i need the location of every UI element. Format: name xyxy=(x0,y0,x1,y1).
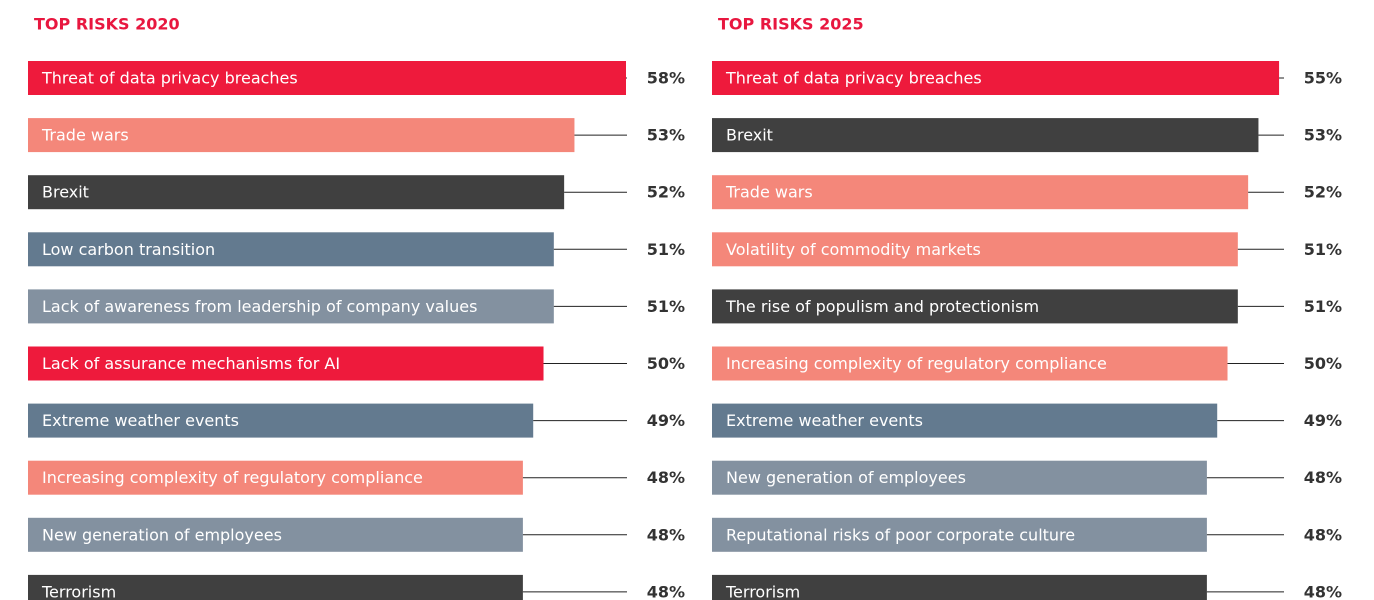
bar-label: Trade wars xyxy=(725,183,813,202)
bar xyxy=(712,289,1238,324)
bar xyxy=(712,460,1207,495)
bar xyxy=(28,346,544,381)
bar xyxy=(28,460,523,495)
value-label: 50% xyxy=(647,354,685,373)
value-label: 58% xyxy=(647,69,685,88)
value-label: 48% xyxy=(647,582,685,600)
value-label: 49% xyxy=(1304,411,1342,430)
chart-title: TOP RISKS 2020 xyxy=(34,15,180,34)
bar xyxy=(712,61,1280,95)
bar-label: New generation of employees xyxy=(726,468,966,487)
bar-label: Trade wars xyxy=(41,126,129,145)
bar xyxy=(712,517,1207,552)
value-label: 49% xyxy=(647,411,685,430)
value-label: 48% xyxy=(1304,468,1342,487)
value-label: 51% xyxy=(647,240,685,259)
value-label: 48% xyxy=(1304,525,1342,544)
bar xyxy=(712,118,1259,153)
value-label: 51% xyxy=(1304,240,1342,259)
bar-label: Increasing complexity of regulatory comp… xyxy=(42,468,423,487)
bar-label: Brexit xyxy=(726,126,773,145)
value-label: 48% xyxy=(647,468,685,487)
bar xyxy=(712,232,1238,267)
bar xyxy=(712,175,1249,210)
bar-label: Low carbon transition xyxy=(42,240,215,259)
value-label: 50% xyxy=(1304,354,1342,373)
bar-label: New generation of employees xyxy=(42,525,282,544)
bar-label: Terrorism xyxy=(41,582,116,600)
bar-label: Extreme weather events xyxy=(42,411,239,430)
bar xyxy=(28,289,554,324)
value-label: 55% xyxy=(1304,69,1342,88)
bar xyxy=(712,346,1228,381)
bar xyxy=(28,175,565,210)
bar xyxy=(712,403,1218,438)
value-label: 51% xyxy=(1304,297,1342,316)
bar-label: Lack of awareness from leadership of com… xyxy=(42,297,477,316)
bar xyxy=(28,574,523,600)
bar xyxy=(28,232,554,267)
bar xyxy=(712,574,1207,600)
bar-label: Threat of data privacy breaches xyxy=(41,69,298,88)
bar-label: Lack of assurance mechanisms for AI xyxy=(42,354,340,373)
bar xyxy=(28,517,523,552)
bar-label: Threat of data privacy breaches xyxy=(725,69,982,88)
bar xyxy=(28,61,626,95)
chart-title: TOP RISKS 2025 xyxy=(718,15,864,34)
bar-label: Terrorism xyxy=(725,582,800,600)
value-label: 53% xyxy=(1304,126,1342,145)
bar-label: Increasing complexity of regulatory comp… xyxy=(726,354,1107,373)
bar-label: The rise of populism and protectionism xyxy=(725,297,1039,316)
value-label: 52% xyxy=(1304,183,1342,202)
value-label: 51% xyxy=(647,297,685,316)
bar-label: Extreme weather events xyxy=(726,411,923,430)
value-label: 52% xyxy=(647,183,685,202)
value-label: 48% xyxy=(647,525,685,544)
bar-label: Reputational risks of poor corporate cul… xyxy=(726,525,1075,544)
bar-label: Brexit xyxy=(42,183,89,202)
value-label: 53% xyxy=(647,126,685,145)
bar xyxy=(28,118,575,153)
bar xyxy=(28,403,534,438)
value-label: 48% xyxy=(1304,582,1342,600)
bar-label: Volatility of commodity markets xyxy=(726,240,981,259)
